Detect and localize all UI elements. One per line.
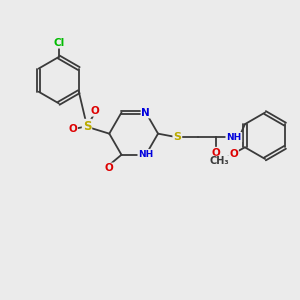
Text: S: S: [83, 120, 91, 133]
Text: O: O: [68, 124, 77, 134]
Text: O: O: [229, 149, 238, 159]
Text: O: O: [90, 106, 99, 116]
Text: NH: NH: [138, 150, 154, 159]
Text: CH₃: CH₃: [210, 156, 229, 166]
Text: N: N: [142, 107, 150, 118]
Text: S: S: [173, 132, 181, 142]
Text: O: O: [105, 164, 113, 173]
Text: O: O: [212, 148, 220, 158]
Text: Cl: Cl: [53, 38, 64, 48]
Text: NH: NH: [226, 133, 242, 142]
